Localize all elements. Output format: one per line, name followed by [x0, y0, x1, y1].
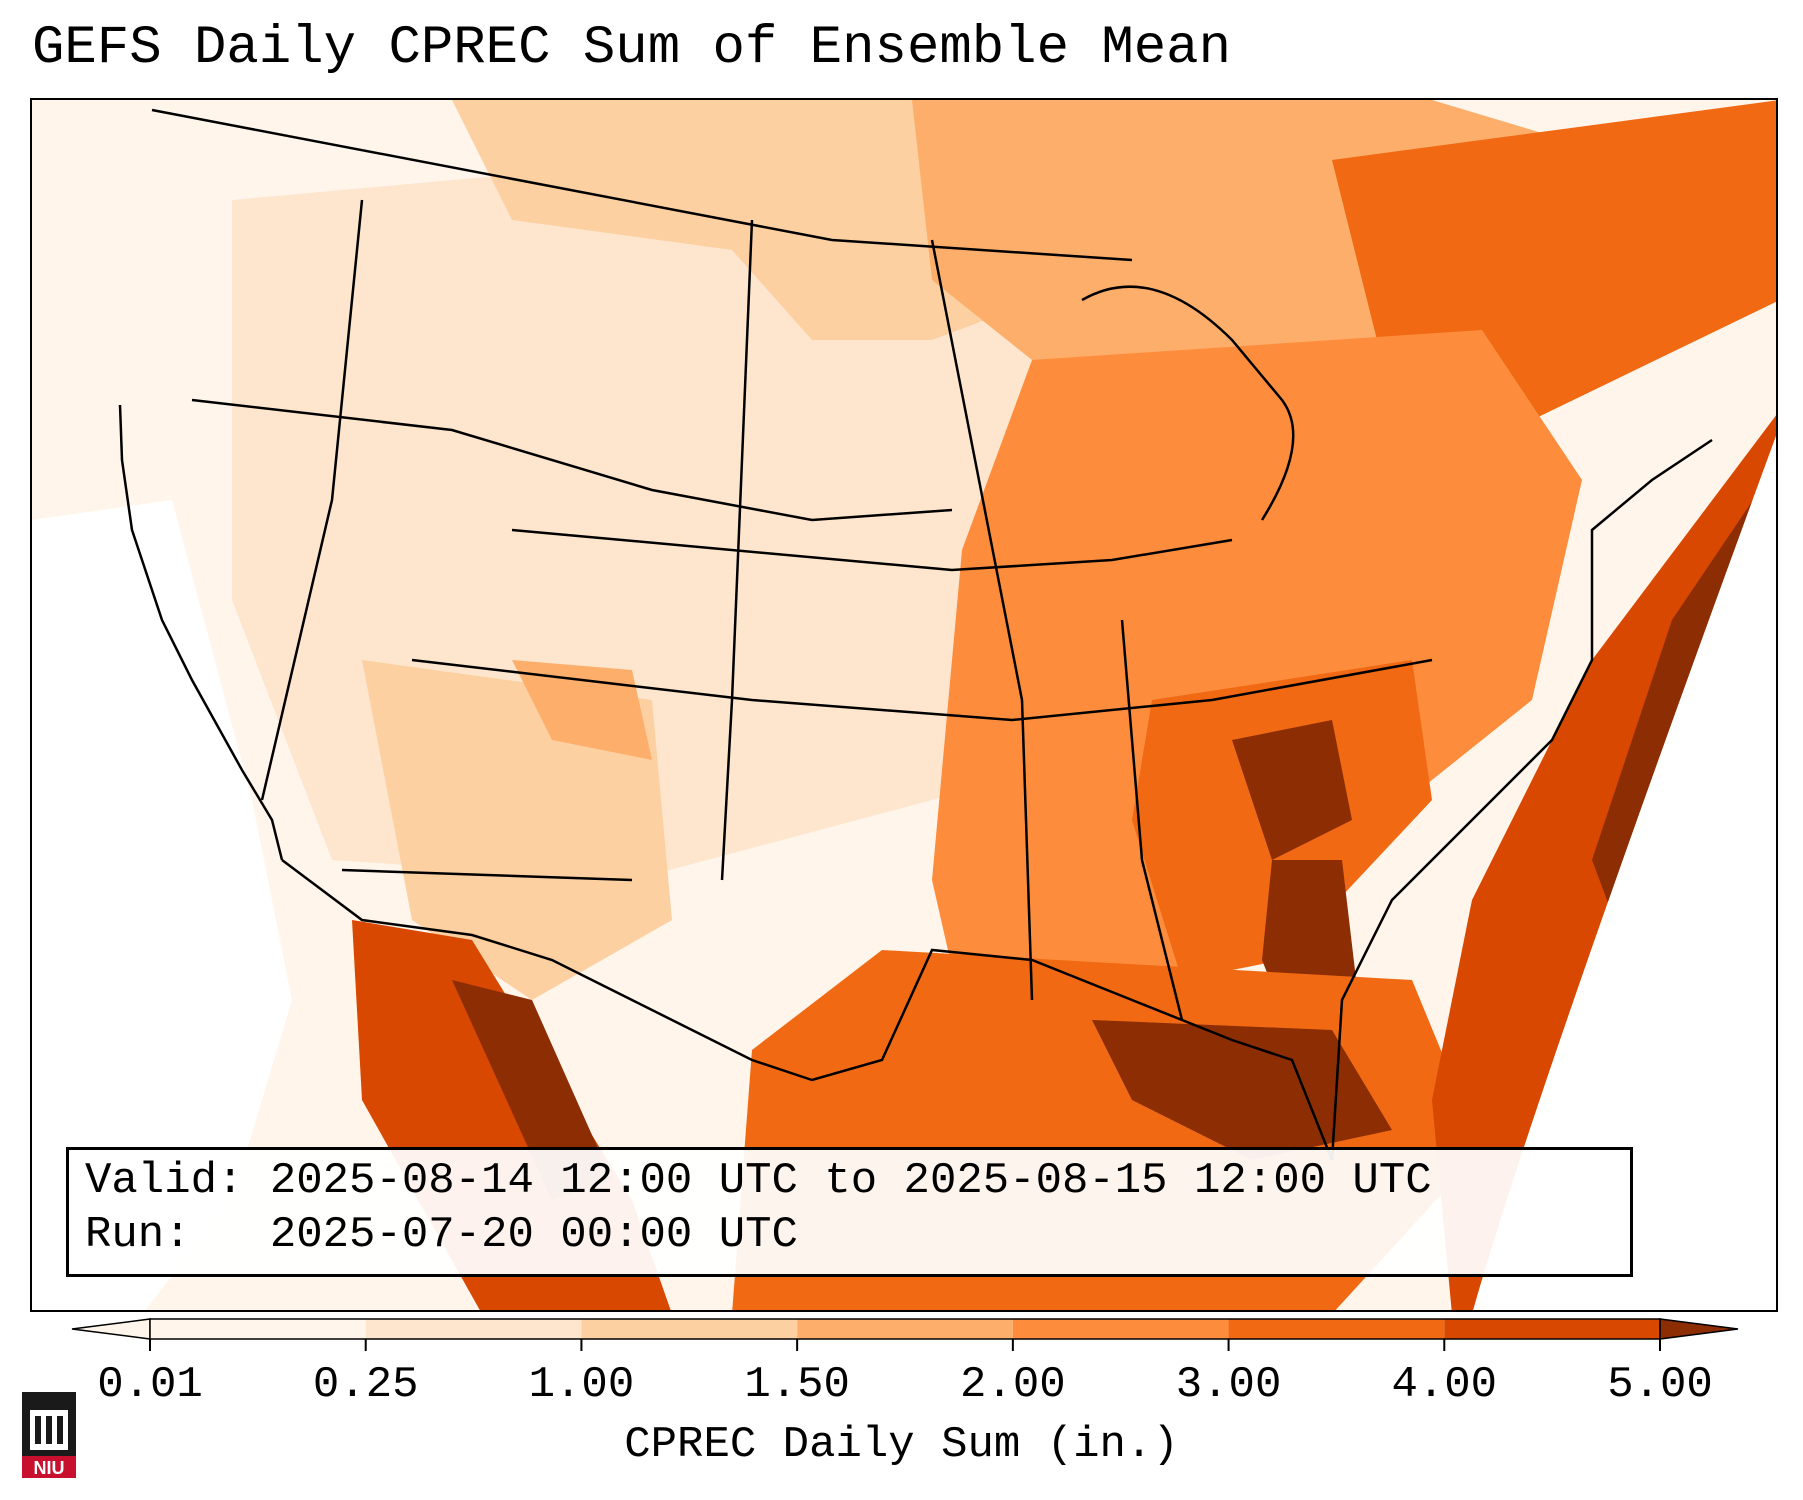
colorbar-segment: [581, 1319, 798, 1339]
colorbar-segment: [1012, 1319, 1229, 1339]
precip-map-canvas: [32, 100, 1776, 1310]
precip-area-carolina: [1232, 720, 1352, 860]
colorbar-segments: [71, 1318, 1739, 1340]
logo-text: NIU: [34, 1458, 65, 1478]
colorbar-segment: [365, 1319, 582, 1339]
east-coast: [1330, 438, 1713, 1161]
colorbar-outline: [149, 1318, 1661, 1340]
precip-map: [30, 98, 1778, 1312]
colorbar-tick-label: 5.00: [1607, 1360, 1713, 1410]
southern-border-gulf-coast: [281, 859, 1334, 1161]
run-row: Run: 2025-07-20 00:00 UTC: [85, 1208, 1614, 1262]
colorbar-segment: [1444, 1319, 1660, 1339]
colorbar-tick-label: 0.01: [97, 1360, 203, 1410]
great-lakes: [1081, 285, 1295, 521]
state-line-4: [341, 868, 633, 882]
valid-run-info-box: Valid: 2025-08-14 12:00 UTC to 2025-08-1…: [66, 1147, 1633, 1277]
valid-row: Valid: 2025-08-14 12:00 UTC to 2025-08-1…: [85, 1154, 1614, 1208]
colorbar-tick-label: 0.25: [312, 1360, 419, 1410]
colorbar-segment: [150, 1319, 366, 1339]
colorbar-extend-high: [1659, 1318, 1739, 1340]
state-line-5: [260, 199, 364, 801]
colorbar-label: CPREC Daily Sum (in.): [624, 1420, 1179, 1470]
niu-building-logo-icon: NIU: [22, 1392, 76, 1478]
precip-area-pacific-dry: [32, 500, 292, 1310]
west-coast: [118, 404, 284, 861]
valid-label: Valid:: [85, 1156, 244, 1206]
precip-area-mexico-core: [452, 980, 612, 1200]
map-title: GEFS Daily CPREC Sum of Ensemble Mean: [32, 18, 1231, 79]
state-line-2: [511, 528, 1233, 572]
state-line-8: [1120, 619, 1184, 1021]
canada-border: [151, 108, 1133, 262]
run-label: Run:: [85, 1210, 191, 1260]
colorbar-tick-label: 1.00: [528, 1360, 635, 1410]
colorbar-tick-label: 2.00: [960, 1360, 1066, 1410]
colorbar-tick-label: 1.50: [744, 1360, 850, 1410]
valid-value: 2025-08-14 12:00 UTC to 2025-08-15 12:00…: [269, 1156, 1432, 1206]
colorbar-segment: [797, 1319, 1013, 1339]
colorbar-tick-label: 3.00: [1175, 1360, 1282, 1410]
state-line-6: [720, 219, 754, 881]
political-borders: [118, 108, 1713, 1161]
colorbar-ticks: [149, 1339, 1661, 1351]
colorbar-tick-label: 4.00: [1391, 1360, 1498, 1410]
colorbar: [71, 1318, 1739, 1351]
colorbar-segment: [1228, 1319, 1445, 1339]
colorbar-extend-low: [71, 1318, 151, 1340]
state-line-1: [191, 398, 953, 522]
state-line-3: [411, 658, 1433, 722]
run-value: 2025-07-20 00:00 UTC: [269, 1210, 798, 1260]
state-line-7: [930, 239, 1034, 1001]
